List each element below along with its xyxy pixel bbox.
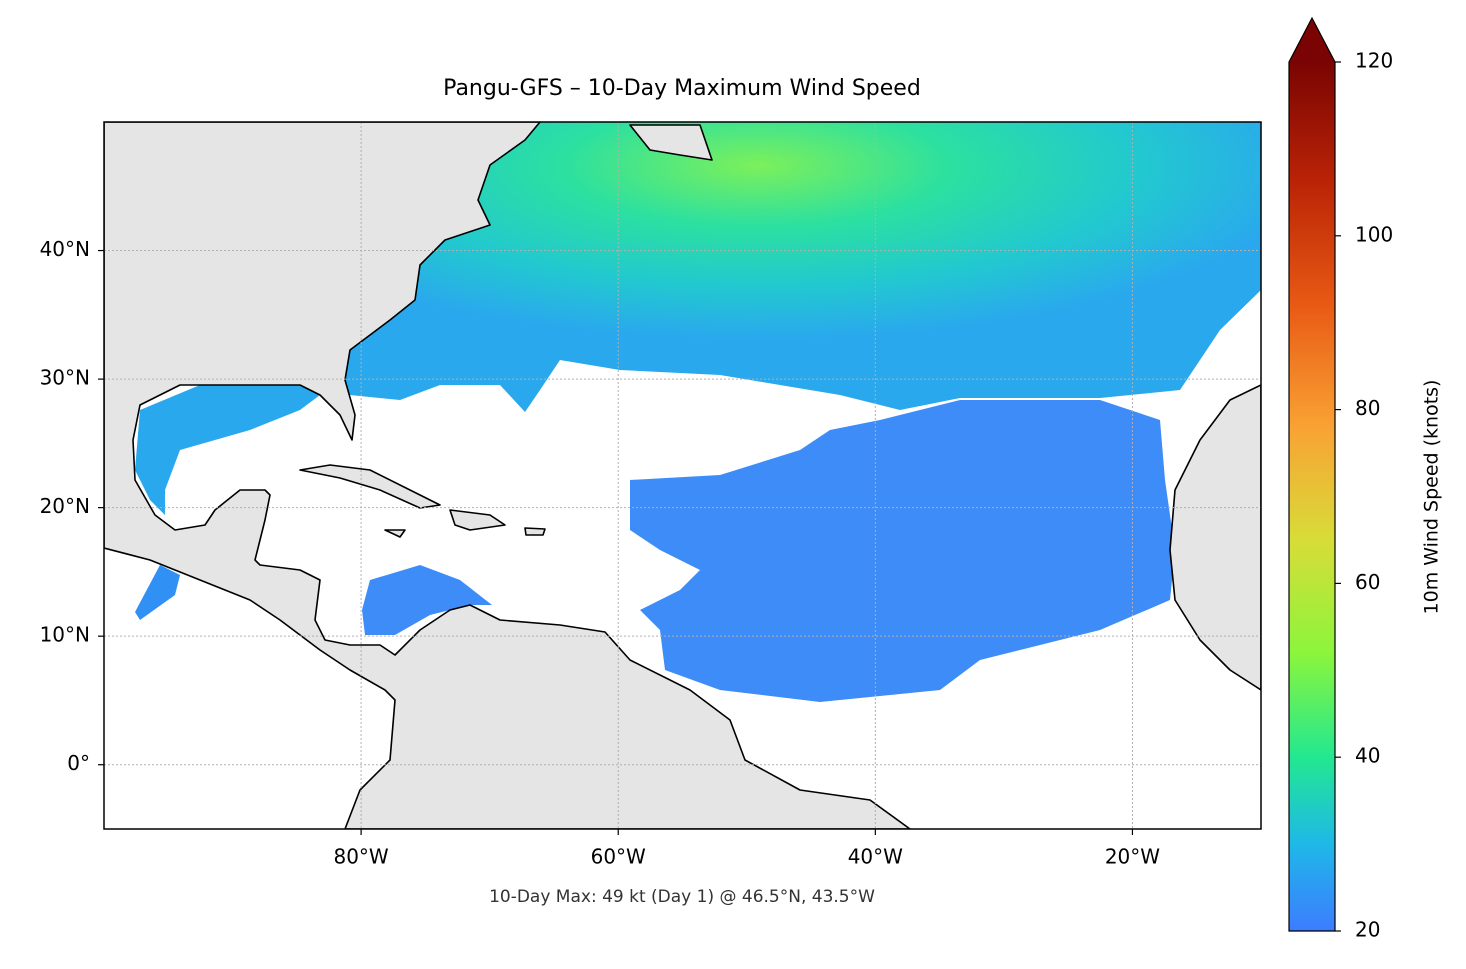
annotation: 10-Day Max: 49 kt (Day 1) @ 46.5°N, 43.5… <box>489 887 875 907</box>
colorbar-frame <box>1288 16 1336 932</box>
x-tick-label: 60°W <box>591 845 646 869</box>
wind-pacific <box>135 565 180 620</box>
land-jamaica <box>384 529 406 538</box>
axes-frame <box>103 121 1262 830</box>
land-puerto-rico <box>524 527 546 536</box>
y-tick-label: 30°N <box>40 366 90 390</box>
land-africa <box>1169 384 1261 691</box>
y-tick-label: 40°N <box>40 237 90 261</box>
colorbar-tick-label: 80 <box>1355 396 1380 420</box>
colorbar-tick-label: 40 <box>1355 744 1380 768</box>
colorbar-tick-label: 20 <box>1355 918 1380 942</box>
land-cuba <box>299 464 441 509</box>
y-tick-label: 20°N <box>40 494 90 518</box>
land-newfoundland <box>629 124 713 161</box>
wind-gulf <box>135 385 320 515</box>
colorbar <box>1289 62 1335 931</box>
wind-caribbean <box>362 565 492 635</box>
colorbar-label: 10m Wind Speed (knots) <box>1421 380 1443 615</box>
colorbar-extend <box>1289 18 1335 62</box>
wind-north <box>345 122 1261 412</box>
wind-south <box>630 400 1175 702</box>
y-tick-label: 10°N <box>40 623 90 647</box>
map-area <box>104 122 1261 829</box>
y-tick-label: 0° <box>67 751 90 775</box>
colorbar-tick-label: 100 <box>1355 222 1393 246</box>
land-hispaniola <box>449 509 506 531</box>
x-tick-label: 40°W <box>848 845 903 869</box>
chart-title: Pangu-GFS – 10-Day Maximum Wind Speed <box>443 76 921 101</box>
x-tick-label: 20°W <box>1105 845 1160 869</box>
colorbar-tick-label: 60 <box>1355 570 1380 594</box>
gridlines <box>104 122 1261 829</box>
colorbar-tick-label: 120 <box>1355 49 1393 73</box>
x-tick-label: 80°W <box>333 845 388 869</box>
land-americas <box>104 122 911 829</box>
